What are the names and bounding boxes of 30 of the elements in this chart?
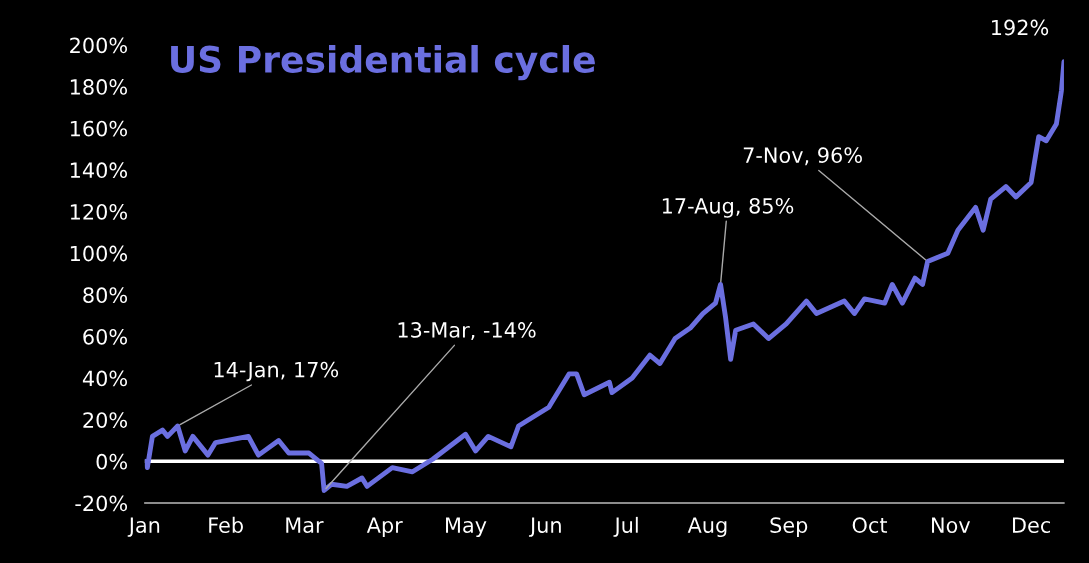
x-tick-label: Jan xyxy=(127,517,160,537)
y-tick-label: 160% xyxy=(70,120,128,137)
annotation: 14-Jan, 17% xyxy=(214,361,339,382)
y-tick-label: 120% xyxy=(70,203,128,220)
x-tick-label: Sep xyxy=(770,517,808,538)
annotation: 7-Nov, 96% xyxy=(743,147,862,166)
x-tick-label: Apr xyxy=(366,517,403,538)
y-tick-label: -20% xyxy=(75,495,128,512)
chart-title: US Presidential cycle xyxy=(171,44,595,81)
x-tick-label: Oct xyxy=(852,517,888,533)
x-tick-label: Feb xyxy=(209,516,243,533)
y-tick-label: 40% xyxy=(82,370,128,387)
x-tick-label: Nov xyxy=(932,517,971,533)
x-tick-label: May xyxy=(446,517,487,538)
annotation: 192% xyxy=(992,19,1049,36)
annotation: 13-Mar, -14% xyxy=(398,322,536,340)
y-tick-label: 180% xyxy=(70,79,128,95)
y-tick-label: 200% xyxy=(70,37,128,54)
y-tick-label: 100% xyxy=(70,245,128,262)
x-tick-label: Aug xyxy=(687,517,727,538)
x-tick-label: Dec xyxy=(1013,517,1050,533)
y-tick-label: 60% xyxy=(83,328,128,345)
x-tick-label: Jul xyxy=(613,516,638,537)
y-tick-label: 140% xyxy=(70,162,128,179)
x-tick-label: Mar xyxy=(286,517,324,533)
y-tick-label: 20% xyxy=(83,412,128,428)
x-tick-label: Jun xyxy=(528,517,561,537)
annotation: 17-Aug, 85% xyxy=(662,197,794,218)
y-tick-label: 80% xyxy=(83,287,128,304)
y-tick-label: 0% xyxy=(96,453,128,470)
